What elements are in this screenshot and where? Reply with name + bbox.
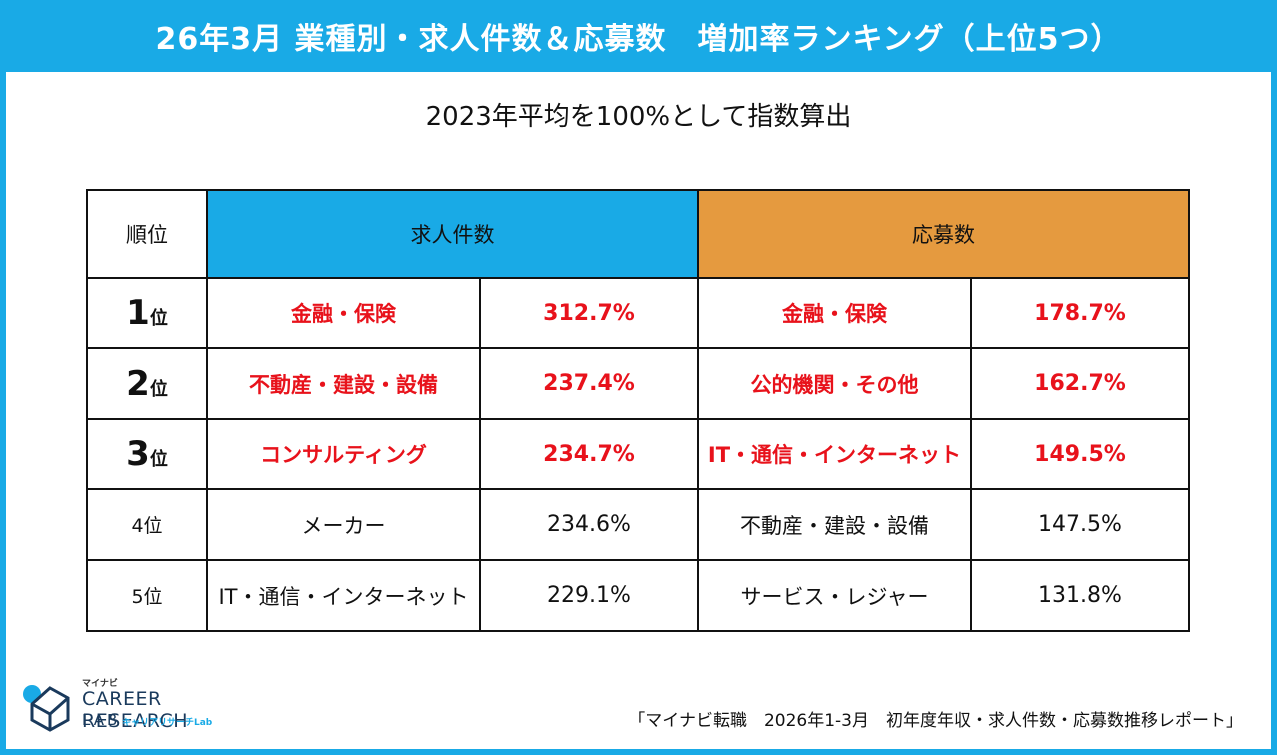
- subtitle: 2023年平均を100%として指数算出: [425, 102, 852, 132]
- jobs-value: 234.7%: [479, 418, 699, 490]
- rank-number: 2: [126, 363, 150, 404]
- brand-sub: キャリアリサーチLab: [122, 718, 213, 728]
- rank-cell: 4位: [86, 488, 208, 561]
- apps-industry: IT・通信・インターネット: [697, 418, 972, 490]
- page-title: 26年3月 業種別・求人件数＆応募数 増加率ランキング（上位5つ）: [0, 0, 1277, 72]
- page-title-text: 26年3月 業種別・求人件数＆応募数 増加率ランキング（上位5つ）: [155, 22, 1122, 57]
- header-job-postings: 求人件数: [206, 189, 699, 279]
- header-rank: 順位: [86, 189, 208, 279]
- brand-top: マイナビ: [82, 679, 118, 689]
- jobs-industry: 不動産・建設・設備: [206, 347, 481, 420]
- rank-number: 4: [131, 515, 144, 537]
- header-applications: 応募数: [697, 189, 1190, 279]
- apps-industry: 公的機関・その他: [697, 347, 972, 420]
- table-header-row: 順位 求人件数 応募数: [86, 189, 1190, 279]
- apps-industry: サービス・レジャー: [697, 559, 972, 632]
- table-row: 1位 金融・保険 312.7% 金融・保険 178.7%: [86, 277, 1190, 349]
- apps-value: 149.5%: [970, 418, 1190, 490]
- table-row: 2位 不動産・建設・設備 237.4% 公的機関・その他 162.7%: [86, 347, 1190, 420]
- rank-suffix: 位: [149, 449, 168, 470]
- brand-main: CAREER RESEARCH: [82, 688, 189, 732]
- rank-cell: 5位: [86, 559, 208, 632]
- jobs-industry: メーカー: [206, 488, 481, 561]
- rank-cell: 1位: [86, 277, 208, 349]
- jobs-value: 312.7%: [479, 277, 699, 349]
- rank-number: 5: [131, 586, 144, 608]
- rank-suffix: 位: [149, 308, 168, 329]
- apps-industry: 金融・保険: [697, 277, 972, 349]
- apps-value: 147.5%: [970, 488, 1190, 561]
- jobs-industry: 金融・保険: [206, 277, 481, 349]
- rank-cell: 2位: [86, 347, 208, 420]
- jobs-industry: IT・通信・インターネット: [206, 559, 481, 632]
- rank-number: 1: [126, 293, 150, 333]
- jobs-value: 237.4%: [479, 347, 699, 420]
- ranking-table: 順位 求人件数 応募数 1位 金融・保険 312.7% 金融・保険 178.7%…: [86, 189, 1190, 632]
- rank-number: 3: [126, 434, 150, 474]
- cube-logo-icon: [23, 685, 70, 732]
- table-row: 4位 メーカー 234.6% 不動産・建設・設備 147.5%: [86, 488, 1190, 561]
- jobs-value: 229.1%: [479, 559, 699, 632]
- rank-suffix: 位: [143, 586, 163, 608]
- apps-value: 131.8%: [970, 559, 1190, 632]
- rank-suffix: 位: [149, 378, 168, 400]
- table-row: 3位 コンサルティング 234.7% IT・通信・インターネット 149.5%: [86, 418, 1190, 490]
- jobs-industry: コンサルティング: [206, 418, 481, 490]
- career-research-lab-logo: マイナビ CAREER RESEARCH LAB キャリアリサーチLab: [22, 676, 272, 736]
- table-row: 5位 IT・通信・インターネット 229.1% サービス・レジャー 131.8%: [86, 559, 1190, 632]
- apps-industry: 不動産・建設・設備: [697, 488, 972, 561]
- source-citation: 「マイナビ転職 2026年1-3月 初年度年収・求人件数・応募数推移レポート」: [628, 711, 1243, 731]
- jobs-value: 234.6%: [479, 488, 699, 561]
- apps-value: 178.7%: [970, 277, 1190, 349]
- rank-cell: 3位: [86, 418, 208, 490]
- apps-value: 162.7%: [970, 347, 1190, 420]
- rank-suffix: 位: [143, 515, 163, 537]
- brand-lab: LAB: [82, 711, 121, 729]
